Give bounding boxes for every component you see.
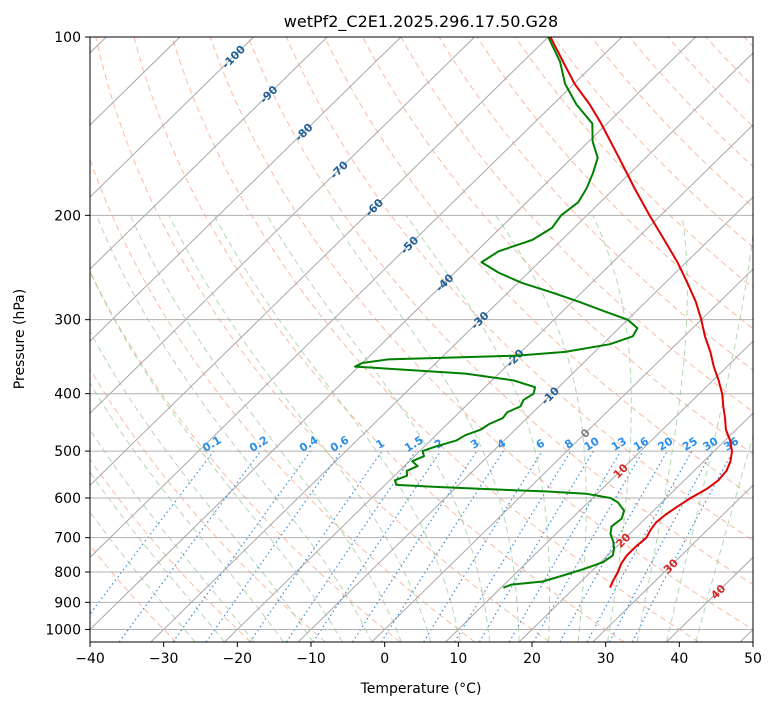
- isotherm-line: [224, 124, 753, 642]
- x-tick-label: −30: [149, 651, 179, 667]
- moist-adiabat-line: [90, 382, 284, 642]
- dry-adiabat-line: [90, 270, 401, 642]
- dry-adiabat-line: [400, 37, 753, 413]
- isotherm-line: [90, 37, 328, 270]
- isotherm-line: [150, 52, 753, 642]
- isotherm-line: [371, 268, 753, 642]
- mixing-ratio-line: [90, 450, 215, 616]
- background-lines: [90, 37, 753, 642]
- mixing-ratio-line: [454, 450, 572, 642]
- isotherm-line: [518, 412, 753, 642]
- dry-adiabat-line: [171, 37, 700, 642]
- y-tick-label: 300: [54, 313, 81, 329]
- y-axis-label: Pressure (hPa): [12, 289, 28, 389]
- x-tick-label: −40: [75, 651, 105, 667]
- moist-adiabat-line: [168, 215, 432, 642]
- isotherm-line: [592, 484, 753, 642]
- dry-adiabat-line: [286, 37, 753, 541]
- isotherm-line: [445, 340, 753, 642]
- dewpoint-profile-line: [354, 37, 639, 589]
- x-tick-label: 20: [523, 651, 541, 667]
- mixing-ratio-line: [508, 450, 622, 642]
- y-tick-label: 1000: [45, 622, 81, 638]
- mixing-ratio-line: [608, 450, 713, 642]
- x-tick-label: 30: [597, 651, 615, 667]
- isotherm-line: [90, 37, 402, 342]
- mixing-ratio-line: [351, 450, 478, 642]
- y-tick-label: 700: [54, 531, 81, 547]
- isotherm-line: [90, 37, 475, 414]
- mixing-ratio-line: [631, 450, 734, 642]
- y-tick-label: 500: [54, 444, 81, 460]
- x-tick-label: −20: [223, 651, 253, 667]
- chart-title: wetPf2_C2E1.2025.296.17.50.G28: [284, 12, 558, 32]
- moist-adiabat-line: [90, 270, 343, 642]
- moist-adiabat-line: [592, 215, 632, 642]
- moist-adiabat-line: [405, 215, 551, 642]
- x-tick-label: 10: [449, 651, 467, 667]
- dry-adiabat-line: [90, 158, 476, 642]
- moist-adiabat-line: [266, 215, 491, 642]
- isotherm-line: [297, 196, 753, 642]
- dry-adiabat-line: [438, 37, 753, 371]
- mixing-ratio-line: [423, 450, 543, 642]
- moist-adiabat-line: [90, 330, 314, 642]
- x-tick-label: 40: [670, 651, 688, 667]
- mixing-ratio-line: [249, 450, 383, 642]
- moist-adiabat-line: [213, 215, 461, 642]
- plot-frame: [89, 36, 754, 643]
- dry-adiabat-line: [247, 37, 753, 586]
- moist-adiabat-line: [90, 428, 255, 642]
- axes: −40 −30 −20 −10 0 10 20 30 40 50 100 200 300 400 500 60…: [45, 30, 762, 667]
- y-tick-label: 800: [54, 565, 81, 581]
- y-tick-label: 600: [54, 491, 81, 507]
- dry-adiabat-line: [95, 37, 550, 642]
- y-tick-label: 900: [54, 595, 81, 611]
- mixing-ratio-line: [380, 450, 504, 642]
- mixing-ratio-line: [285, 450, 417, 642]
- dry-adiabat-line: [476, 37, 753, 330]
- mixing-ratio-line: [478, 450, 595, 642]
- mixing-ratio-line: [205, 450, 342, 642]
- mixing-ratio-line: [312, 450, 442, 642]
- y-tick-label: 400: [54, 387, 81, 403]
- isotherm-line: [90, 37, 623, 559]
- isotherm-line: [90, 37, 549, 487]
- moist-adiabat-line: [96, 215, 373, 642]
- moist-adiabat-line: [90, 471, 225, 642]
- dry-adiabat-line: [514, 37, 753, 289]
- moist-adiabat-line: [636, 215, 688, 642]
- x-axis-label: Temperature (°C): [360, 681, 482, 697]
- profile-lines: [354, 37, 733, 589]
- dry-adiabat-line: [90, 458, 252, 642]
- dry-adiabat-line: [362, 37, 753, 455]
- x-tick-label: −10: [296, 651, 326, 667]
- y-tick-label: 200: [54, 208, 81, 224]
- dry-adiabat-line: [209, 37, 753, 631]
- y-tick-label: 100: [54, 30, 81, 46]
- x-tick-label: 50: [744, 651, 762, 667]
- isotherm-line: [90, 37, 254, 198]
- temperature-profile-line: [549, 37, 733, 589]
- moist-adiabat-line: [329, 215, 520, 642]
- x-tick-label: 0: [380, 651, 389, 667]
- moist-adiabat-line: [129, 215, 402, 642]
